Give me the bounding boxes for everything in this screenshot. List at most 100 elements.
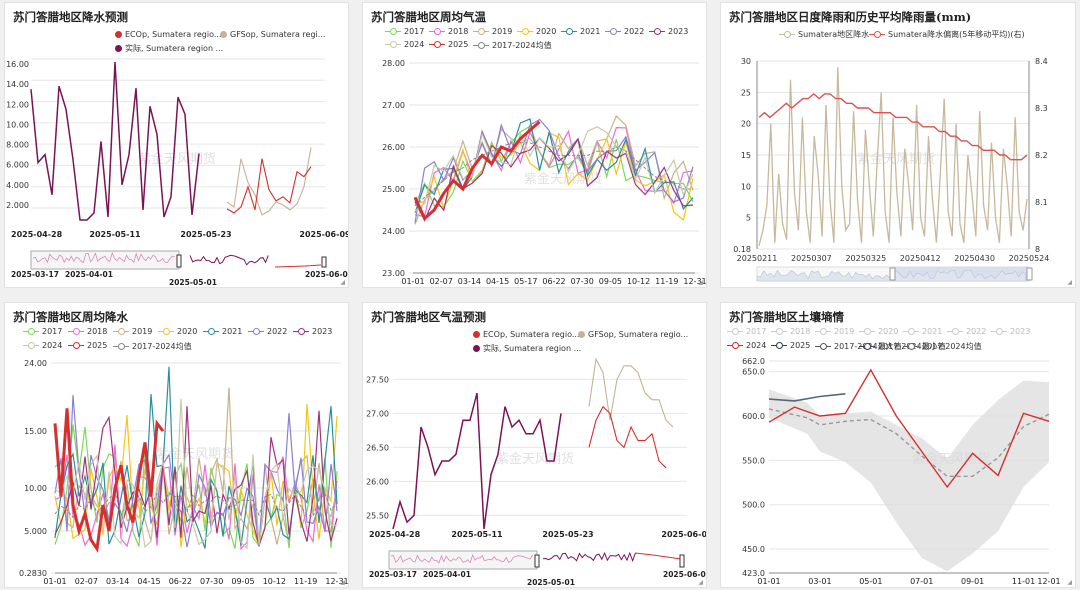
legend-label: 2020 <box>177 327 198 336</box>
y-tick-label: 23.00 <box>382 269 405 278</box>
legend-item-2019[interactable]: 2019 <box>113 327 152 336</box>
slider-preview-line <box>274 264 322 268</box>
legend-item-2021[interactable]: 2021 <box>903 327 942 336</box>
legend-item-2022[interactable]: 2022 <box>947 327 986 336</box>
slider-label: 2025-04-01 <box>65 270 113 279</box>
x-tick-label: 2025-05-23 <box>180 230 231 239</box>
legend: 2017 2018 2019 2020 2021 2022 2023 2024 2025 2017… <box>721 303 1075 355</box>
legend-label: Sumatera降水偏离(5年移动平均)(右) <box>888 30 1025 39</box>
series-line-ecop <box>588 405 667 469</box>
legend-label: 2019 <box>132 327 153 336</box>
legend-item-20172024[interactable]: 2017-2024均值 <box>903 341 982 352</box>
chart-title: 苏门答腊地区土壤墒情 <box>729 310 844 324</box>
legend-label: 2023 <box>312 327 333 336</box>
y2-tick-label: 8.4 <box>1035 57 1048 66</box>
legend-item-2019[interactable]: 2019 <box>473 27 512 36</box>
legend-dot-icon <box>473 345 480 352</box>
y-tick-label: 12.00 <box>6 100 29 109</box>
legend-item-2017[interactable]: 2017 <box>23 327 62 336</box>
y-tick-label: 26.50 <box>366 443 389 452</box>
legend-item-2023[interactable]: 2023 <box>649 27 688 36</box>
legend-item-20172024[interactable]: 2017-2024均值 <box>473 40 552 51</box>
legend-item-actual[interactable]: 实际, Sumatera region ... <box>473 343 581 354</box>
legend-label: 2018 <box>448 27 469 36</box>
watermark: 紫金天风期货 <box>138 151 216 167</box>
slider-handle <box>321 256 327 268</box>
legend-dot-icon <box>115 45 122 52</box>
y-tick-label: 4.000 <box>6 181 29 190</box>
legend-label: GFSop, Sumatera regi... <box>230 30 326 39</box>
legend-line-icon <box>248 328 264 335</box>
resize-handle-icon[interactable]: ◢ <box>1067 279 1072 286</box>
panel-soil-moisture: 苏门答腊地区土壤墒情 2017 2018 2019 2020 2021 2022 2023 2… <box>720 302 1076 588</box>
legend-label: 2020 <box>536 27 557 36</box>
x-tick-label: 20250211 <box>737 254 778 263</box>
legend-item-2018[interactable]: 2018 <box>429 27 468 36</box>
series-line-average <box>54 491 338 519</box>
legend-item-2020[interactable]: 2020 <box>517 27 556 36</box>
legend-item-20172024[interactable]: 2017-2024均值 <box>113 341 192 352</box>
x-tick-label: 20250412 <box>900 254 941 263</box>
x-tick-label: 07-01 <box>910 577 933 586</box>
legend-item-2024[interactable]: 2024 <box>727 341 766 350</box>
series-line-ecop <box>226 158 312 214</box>
chart-svg: 28.00 27.00 26.00 25.00 24.00 23.00 紫金天风期货 01-0… <box>382 59 706 286</box>
legend-item-gfsop[interactable]: GFSop, Sumatera regio... <box>578 330 688 339</box>
legend-item-2020[interactable]: 2020 <box>859 327 898 336</box>
legend-item-ma5[interactable]: Sumatera降水偏离(5年移动平均)(右) <box>869 29 1025 40</box>
x-tick-label: 2025-06-09 <box>661 530 707 539</box>
y-tick-label: 15 <box>741 151 751 160</box>
legend-item-2017[interactable]: 2017 <box>385 27 424 36</box>
slider-label: 2025-04-01 <box>423 570 471 579</box>
legend-item-2018[interactable]: 2018 <box>771 327 810 336</box>
y-tick-label: 10.00 <box>6 120 29 129</box>
legend-item-gfsop[interactable]: GFSop, Sumatera regi... <box>220 30 325 39</box>
legend-item-actual[interactable]: 实际, Sumatera region ... <box>115 43 223 54</box>
resize-handle-icon[interactable]: ◢ <box>340 579 345 586</box>
legend-item-2021[interactable]: 2021 <box>561 27 600 36</box>
legend-label: 2017-2024均值 <box>132 342 192 351</box>
legend-item-2024[interactable]: 2024 <box>385 40 424 49</box>
legend-item-2022[interactable]: 2022 <box>248 327 287 336</box>
series-line-y2023 <box>54 406 338 548</box>
legend-label: 2025 <box>448 40 469 49</box>
y-tick-label: 10.00 <box>24 484 47 493</box>
chart-title: 苏门答腊地区周均气温 <box>371 10 486 24</box>
slider-handle <box>679 554 685 568</box>
panel-daily-rain: 苏门答腊地区日度降雨和历史平均降雨量(mm) Sumatera地区降水 Suma… <box>720 2 1076 288</box>
legend-item-2025[interactable]: 2025 <box>68 341 107 350</box>
legend-item-2019[interactable]: 2019 <box>815 327 854 336</box>
legend-item-2021[interactable]: 2021 <box>203 327 242 336</box>
series-line-y2024 <box>768 368 1050 489</box>
legend-item-2025[interactable]: 2025 <box>771 341 810 350</box>
legend-line-icon <box>903 328 919 335</box>
legend-item-2025[interactable]: 2025 <box>429 40 468 49</box>
legend-item-2023[interactable]: 2023 <box>293 327 332 336</box>
legend-label: 2023 <box>1010 327 1031 336</box>
legend-item-2024[interactable]: 2024 <box>23 341 62 350</box>
legend-item-2023[interactable]: 2023 <box>991 327 1030 336</box>
legend-item-ecop[interactable]: ECOp, Sumatera regio... <box>115 30 221 39</box>
legend-item-2017[interactable]: 2017 <box>727 327 766 336</box>
y-tick-label: 27.00 <box>366 409 389 418</box>
panel-weekly-temp: 苏门答腊地区周均气温 2017 2018 2019 2020 2021 2022 2023 2… <box>362 2 707 288</box>
legend-line-icon <box>113 343 129 350</box>
watermark: 紫金天风期货 <box>524 171 602 187</box>
legend-item-2020[interactable]: 2020 <box>158 327 197 336</box>
resize-handle-icon[interactable]: ◢ <box>1067 579 1072 586</box>
y-tick-label: 26.00 <box>382 143 405 152</box>
chart-svg: 662.0650.0600.0550.0500.0450.0423.0紫金天风期… <box>742 357 1061 586</box>
resize-handle-icon[interactable]: ◢ <box>340 279 345 286</box>
y-tick-label: 24.00 <box>382 227 405 236</box>
legend-item-ecop[interactable]: ECOp, Sumatera regio... <box>473 330 579 339</box>
legend-label: 2017 <box>746 327 767 336</box>
range-band <box>769 380 1049 572</box>
chart-svg: 302520151050.188.48.38.28.18紫金天风期货202502… <box>733 57 1049 282</box>
legend-item-rain[interactable]: Sumatera地区降水 <box>779 29 869 40</box>
legend-label: ECOp, Sumatera regio... <box>483 330 580 339</box>
legend-item-2022[interactable]: 2022 <box>605 27 644 36</box>
legend-item-2018[interactable]: 2018 <box>68 327 107 336</box>
y-tick-label: 28.00 <box>382 59 405 68</box>
resize-handle-icon[interactable]: ◢ <box>698 279 703 286</box>
resize-handle-icon[interactable]: ◢ <box>698 579 703 586</box>
